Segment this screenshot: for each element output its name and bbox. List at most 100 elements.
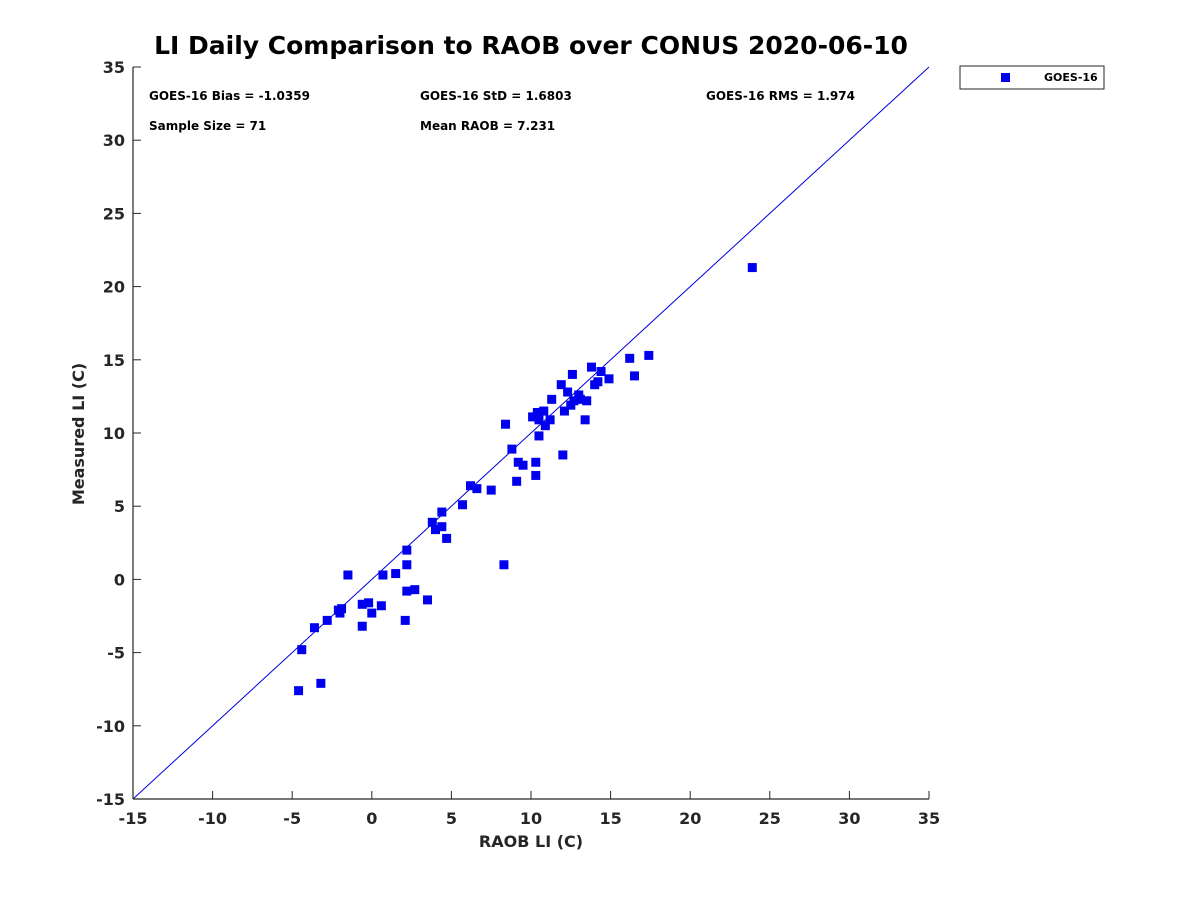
y-tick-label: 0 — [114, 570, 125, 589]
data-point — [337, 604, 347, 614]
data-point — [534, 415, 544, 425]
data-point — [556, 380, 566, 390]
data-point — [378, 570, 388, 580]
x-tick-label: -10 — [198, 809, 227, 828]
data-point — [442, 533, 452, 543]
x-tick-label: 20 — [679, 809, 701, 828]
data-point — [513, 457, 523, 467]
data-point — [400, 615, 410, 625]
bias-annotation: GOES-16 Bias = -1.0359 — [149, 89, 310, 103]
data-point — [486, 485, 496, 495]
data-point — [423, 595, 433, 605]
data-point — [364, 598, 374, 608]
data-point — [512, 476, 522, 486]
data-point — [430, 525, 440, 535]
x-tick-label: 25 — [759, 809, 781, 828]
legend-entry-goes16: GOES-16 — [1044, 71, 1098, 84]
data-point — [582, 396, 592, 406]
plot-area — [132, 66, 930, 800]
y-tick-label: 15 — [103, 351, 125, 370]
data-point — [499, 560, 509, 570]
data-point — [596, 367, 606, 377]
data-point — [532, 408, 542, 418]
data-point — [531, 470, 541, 480]
data-point — [539, 406, 549, 416]
data-point — [472, 484, 482, 494]
data-point — [391, 569, 401, 579]
data-point — [458, 500, 468, 510]
data-point — [402, 560, 412, 570]
data-point — [545, 415, 555, 425]
data-point — [437, 507, 447, 517]
data-point — [316, 678, 326, 688]
axes: -15 -10 -5 0 5 10 15 20 25 30 35 -15 -10 -5 0 5 10 15 20 2… — [96, 58, 940, 828]
data-point — [558, 450, 568, 460]
data-point — [518, 460, 528, 470]
rms-annotation: GOES-16 RMS = 1.974 — [706, 89, 855, 103]
chart-title: LI Daily Comparison to RAOB over CONUS 2… — [154, 31, 908, 60]
x-tick-label: 0 — [366, 809, 377, 828]
data-points — [294, 263, 757, 696]
std-annotation: GOES-16 StD = 1.6803 — [420, 89, 572, 103]
data-point — [644, 350, 654, 360]
x-tick-label: 10 — [520, 809, 542, 828]
data-point — [357, 599, 367, 609]
y-tick-label: 30 — [103, 131, 125, 150]
data-point — [586, 362, 596, 372]
x-tick-label: 30 — [838, 809, 860, 828]
y-tick-label: 25 — [103, 204, 125, 223]
data-point — [309, 623, 319, 633]
x-tick-label: 15 — [599, 809, 621, 828]
data-point — [322, 615, 332, 625]
data-point — [547, 394, 557, 404]
x-ticks: -15 -10 -5 0 5 10 15 20 25 30 35 — [119, 791, 940, 828]
data-point — [540, 421, 550, 431]
data-point — [625, 353, 635, 363]
y-tick-label: -5 — [107, 644, 125, 663]
data-point — [343, 570, 353, 580]
data-point — [747, 263, 757, 273]
data-point — [357, 621, 367, 631]
x-tick-label: 35 — [918, 809, 940, 828]
data-point — [297, 645, 307, 655]
data-point — [569, 396, 579, 406]
sample-size-annotation: Sample Size = 71 — [149, 119, 266, 133]
data-point — [593, 377, 603, 387]
mean-raob-annotation: Mean RAOB = 7.231 — [420, 119, 555, 133]
data-point — [427, 517, 437, 527]
y-tick-label: 5 — [114, 497, 125, 516]
data-point — [604, 374, 614, 384]
data-point — [580, 415, 590, 425]
y-tick-label: 35 — [103, 58, 125, 77]
stats-annotations: GOES-16 Bias = -1.0359 GOES-16 StD = 1.6… — [149, 89, 855, 133]
data-point — [294, 686, 304, 696]
data-point — [563, 387, 573, 397]
x-tick-label: 5 — [446, 809, 457, 828]
legend-marker-square — [1001, 73, 1010, 82]
data-point — [410, 585, 420, 595]
data-point — [575, 394, 585, 404]
data-point — [367, 608, 377, 618]
data-point — [629, 371, 639, 381]
data-point — [528, 412, 538, 422]
legend: GOES-16 — [959, 65, 1105, 90]
data-point — [507, 444, 517, 454]
y-tick-label: -15 — [96, 790, 125, 809]
data-point — [534, 431, 544, 441]
data-point — [559, 406, 569, 416]
data-point — [376, 601, 386, 611]
y-tick-label: 20 — [103, 278, 125, 297]
data-point — [437, 522, 447, 532]
reference-line — [132, 66, 930, 800]
data-point — [466, 481, 476, 491]
data-point — [402, 545, 412, 555]
x-tick-label: -5 — [283, 809, 301, 828]
x-axis-label: RAOB LI (C) — [479, 832, 583, 851]
y-ticks: -15 -10 -5 0 5 10 15 20 25 30 35 — [96, 58, 141, 809]
y-tick-label: -10 — [96, 717, 125, 736]
y-axis-label: Measured LI (C) — [69, 363, 88, 505]
y-tick-label: 10 — [103, 424, 125, 443]
data-point — [567, 369, 577, 379]
data-point — [402, 586, 412, 596]
